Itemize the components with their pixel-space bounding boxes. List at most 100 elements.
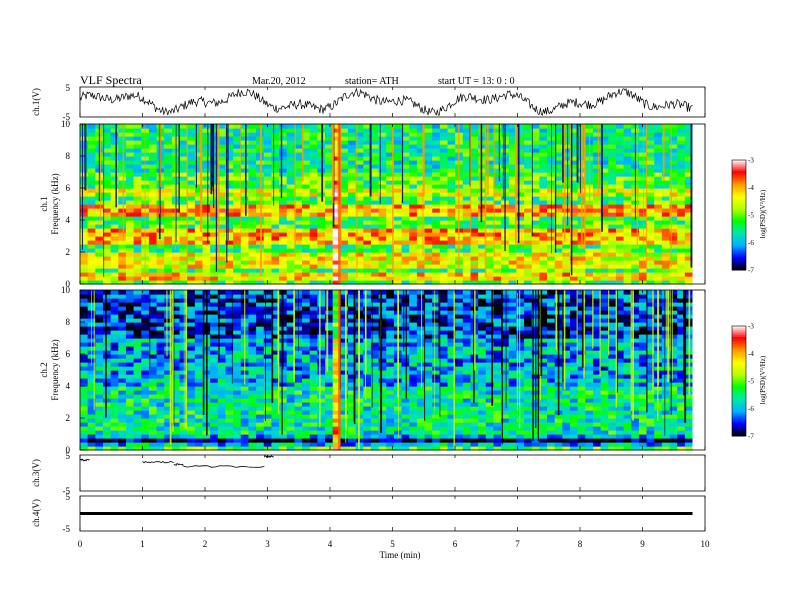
ch1-spectrogram-streak — [215, 124, 218, 272]
ch1-spectrogram-cell — [554, 252, 563, 257]
ch1-spectrogram-cell — [485, 192, 495, 197]
ch1-spectrogram-cell — [623, 260, 632, 265]
ch1-spectrogram-cell — [409, 156, 418, 161]
ch1-spectrogram-cell — [309, 180, 318, 185]
ch1-spectrogram-cell — [600, 132, 609, 137]
ch1-spectrogram-cell — [370, 208, 380, 213]
ch1-spectrogram-cell — [148, 148, 158, 153]
ch1-spectrogram-cell — [416, 268, 426, 273]
ch2-spectrogram-cell — [217, 414, 227, 419]
ch2-spectrogram-cell — [317, 426, 326, 431]
ch1-spectrogram-cell — [118, 188, 127, 193]
ch1-spectrogram-cell — [263, 156, 273, 161]
ch1-spectrogram-cell — [302, 164, 311, 169]
ch1-spectrogram-cell — [118, 204, 127, 209]
ch2-spectrogram-cell — [615, 414, 625, 419]
ch1-spectrogram-cell — [485, 184, 495, 189]
ch1-spectrogram-colorbar-swatch — [732, 167, 746, 170]
ch1-spectrogram-cell — [677, 268, 686, 273]
ch1-spectrogram-cell — [294, 248, 303, 253]
ch2-spectrogram-cell — [210, 406, 219, 411]
ch1-spectrogram-cell — [554, 124, 563, 129]
ch2-spectrogram-cell — [332, 406, 341, 411]
ch1-spectrogram-cell — [562, 208, 571, 213]
ch1-spectrogram-cell — [263, 136, 273, 141]
ch1-spectrogram-cell — [524, 140, 533, 145]
ch2-spectrogram-cell — [171, 378, 181, 383]
ch2-spectrogram-cell — [286, 382, 295, 387]
ch1-spectrogram-cell — [233, 260, 242, 265]
ch1-spectrogram-cell — [233, 220, 242, 225]
ch2-spectrogram-cell — [531, 446, 540, 451]
ch2-spectrogram-cell — [378, 414, 387, 419]
ch2-spectrogram-cell — [125, 426, 135, 431]
ch2-spectrogram-cell — [485, 390, 495, 395]
ch1-spectrogram-cell — [669, 148, 678, 153]
ch1-spectrogram-cell — [478, 216, 487, 221]
ch1-spectrogram-cell — [570, 212, 579, 217]
ch1-spectrogram-cell — [677, 252, 686, 257]
ch2-spectrogram-cell — [256, 378, 265, 383]
ch1-spectrogram-cell — [240, 128, 250, 133]
ch1-spectrogram-cell — [332, 136, 341, 141]
ch2-spectrogram-cell — [562, 390, 571, 395]
ch2-spectrogram-cell — [669, 370, 678, 375]
ch1-spectrogram-cell — [539, 144, 548, 149]
ch1-spectrogram-cell — [80, 184, 89, 189]
ch2-spectrogram-cell — [462, 370, 472, 375]
ch2-spectrogram-cell — [248, 410, 257, 415]
ch2-spectrogram-cell — [118, 386, 127, 391]
ch2-spectrogram-cell — [570, 414, 579, 419]
ch1-spectrogram-cell — [585, 216, 594, 221]
ch1-spectrogram-cell — [386, 168, 395, 173]
ch2-spectrogram-cell — [102, 402, 112, 407]
ch1-spectrogram-cell — [684, 208, 694, 213]
ch2-spectrogram-cell — [256, 402, 265, 407]
ch1-spectrogram-cell — [240, 136, 250, 141]
ch1-spectrogram-cell — [363, 176, 372, 181]
ch1-spectrogram-cell — [202, 240, 211, 245]
ch1-spectrogram-cell — [524, 236, 533, 241]
ch1-spectrogram-cell — [233, 164, 242, 169]
ch1-spectrogram-cell — [432, 136, 441, 141]
ch1-spectrogram-cell — [462, 252, 472, 257]
ch2-spectrogram-cell — [256, 410, 265, 415]
ch1-spectrogram-cell — [623, 224, 632, 229]
ch2-spectrogram-cell — [677, 422, 686, 427]
ch2-spectrogram-cell — [187, 402, 196, 407]
ch1-spectrogram-cell — [148, 188, 158, 193]
ch2-spectrogram-cell — [80, 442, 89, 447]
ch2-spectrogram-cell — [600, 434, 609, 439]
ch1-spectrogram-cell — [187, 172, 196, 177]
ch1-spectrogram-cell — [646, 220, 655, 225]
ch2-spectrogram-cell — [125, 386, 135, 391]
ch1-spectrogram-cell — [539, 208, 548, 213]
ch2-spectrogram-cell — [562, 370, 571, 375]
ch1-spectrogram-cell — [623, 164, 632, 169]
ch1-spectrogram-cell — [102, 236, 112, 241]
ch1-spectrogram-cell — [677, 196, 686, 201]
ch2-spectrogram-cell — [217, 418, 227, 423]
ch1-spectrogram-cell — [187, 204, 196, 209]
ch2-spectrogram-cell — [378, 406, 387, 411]
ch2-spectrogram-cell — [217, 422, 227, 427]
ch1-spectrogram-cell — [432, 124, 441, 129]
ch1-spectrogram-cell — [623, 256, 632, 261]
ch1-spectrogram-cell — [240, 212, 250, 217]
ch1-spectrogram-cell — [194, 156, 204, 161]
ch1-spectrogram-cell — [240, 176, 250, 181]
ch1-spectrogram-cell — [684, 264, 694, 269]
ch2-spectrogram-cell — [194, 446, 204, 451]
ch1-spectrogram-cell — [623, 212, 632, 217]
ch2-spectrogram-cell — [271, 398, 280, 403]
ch1-spectrogram-cell — [684, 256, 694, 261]
ch2-spectrogram-cell — [516, 438, 525, 443]
ch2-spectrogram-cell — [615, 406, 625, 411]
ch2-spectrogram-cell — [125, 446, 135, 451]
ch1-spectrogram-cell — [332, 264, 341, 269]
ch2-spectrogram-cell — [455, 378, 464, 383]
ch1-spectrogram-cell — [424, 220, 433, 225]
ch1-spectrogram-cell — [393, 144, 403, 149]
ch1-spectrogram-colorbar-swatch — [732, 171, 746, 174]
ch2-spectrogram-cell — [248, 402, 257, 407]
